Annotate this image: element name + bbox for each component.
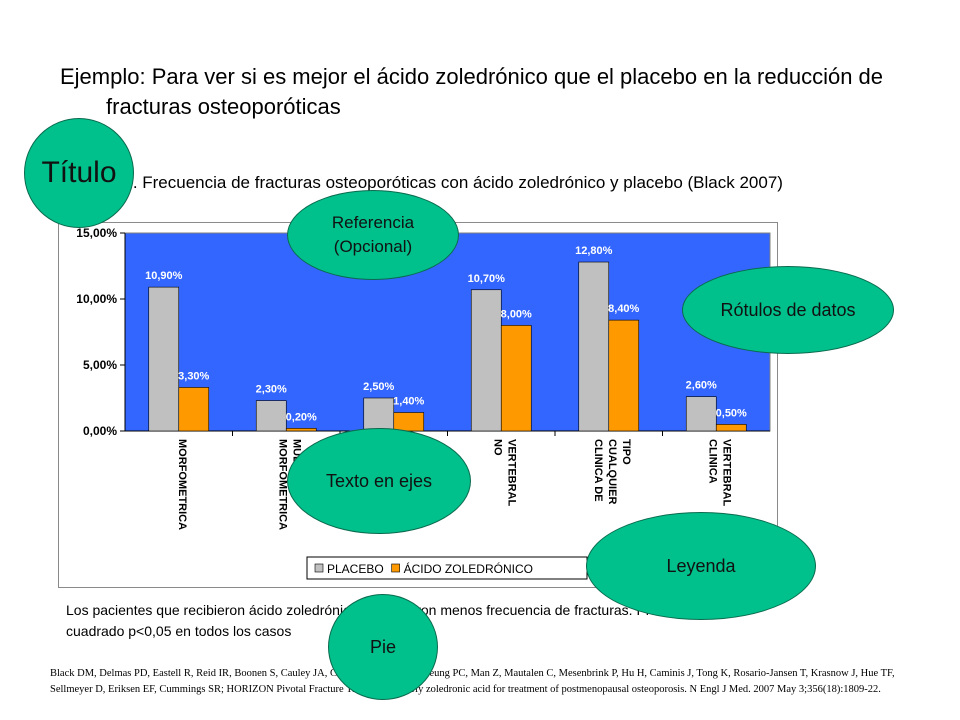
data-label: 2,50% — [363, 381, 394, 393]
slide-heading: Ejemplo: Para ver si es mejor el ácido z… — [60, 64, 884, 119]
annotation-titulo: Título — [24, 118, 134, 228]
bar-placebo — [685, 396, 717, 432]
bar-placebo — [578, 261, 610, 432]
data-label: 3,30% — [178, 370, 209, 382]
bar-zoledronico — [178, 387, 210, 432]
annotation-leyenda-label: Leyenda — [666, 555, 736, 576]
data-label: 8,40% — [608, 303, 639, 315]
bar-placebo — [363, 397, 395, 432]
x-category-label: MORFOMETRICA — [276, 439, 288, 530]
annotation-rotulos: Rótulos de datos — [682, 266, 894, 354]
bar-zoledronico — [285, 428, 317, 432]
legend-swatch — [391, 563, 400, 573]
annotation-referencia: Referencia (Opcional) — [287, 190, 459, 280]
y-tick-label: 15,00% — [76, 226, 117, 240]
x-category-label: NO — [491, 439, 503, 456]
legend-entry: ÁCIDO ZOLEDRÓNICO — [404, 561, 533, 576]
y-tick-label: 5,00% — [83, 358, 117, 372]
table-caption: Tabla 1. Frecuencia de fracturas osteopo… — [78, 173, 783, 192]
bar-placebo — [148, 286, 180, 432]
legend-entry: PLACEBO — [327, 562, 384, 576]
x-category-label: CUALQUIER — [606, 439, 618, 504]
data-label: 1,40% — [393, 396, 424, 408]
annotation-referencia-label: Referencia (Opcional) — [331, 213, 415, 256]
y-tick-label: 0,00% — [83, 424, 117, 438]
bar-placebo — [470, 289, 502, 432]
annotation-pie-label: Pie — [369, 636, 396, 657]
legend-swatch — [314, 563, 324, 573]
chart-canvas: 0,00% 5,00% 10,00% 15,00% 10,90% 3,30% MORFOME… — [76, 226, 771, 580]
data-label: 2,60% — [686, 380, 717, 392]
plot-area — [124, 232, 771, 432]
data-label: 8,00% — [501, 308, 532, 320]
data-label: 0,50% — [716, 407, 747, 419]
data-label: 10,90% — [145, 270, 183, 282]
bibliographic-reference: Black DM, Delmas PD, Eastell R, Reid IR,… — [50, 668, 895, 695]
data-label: 10,70% — [468, 273, 506, 285]
annotation-leyenda: Leyenda — [586, 512, 816, 620]
bar-zoledronico — [608, 319, 640, 432]
annotation-ejes-label: Texto en ejes — [325, 470, 433, 491]
bar-zoledronico — [715, 424, 747, 432]
x-category-label: MORFOMETRICA — [176, 439, 188, 530]
bar-chart: 0,00% 5,00% 10,00% 15,00% 10,90% 3,30% MORFOME… — [58, 222, 778, 588]
x-category-label: VERTEBRAL — [720, 439, 732, 507]
x-category-label: VERTEBRAL — [505, 439, 517, 507]
annotation-rotulos-label: Rótulos de datos — [720, 299, 856, 320]
bar-placebo — [255, 400, 287, 432]
x-category-label: CLINICA DE — [592, 439, 604, 502]
data-label: 12,80% — [575, 245, 613, 257]
x-category-label: CLINICA — [706, 439, 718, 484]
annotation-ejes: Texto en ejes — [287, 428, 471, 534]
annotation-titulo-label: Título — [41, 156, 117, 189]
y-tick-label: 10,00% — [76, 292, 117, 306]
bar-zoledronico — [500, 325, 532, 432]
data-label: 2,30% — [256, 384, 287, 396]
x-category-label: TIPO — [620, 439, 632, 465]
annotation-pie: Pie — [328, 594, 438, 700]
data-label: 0,20% — [286, 411, 317, 423]
